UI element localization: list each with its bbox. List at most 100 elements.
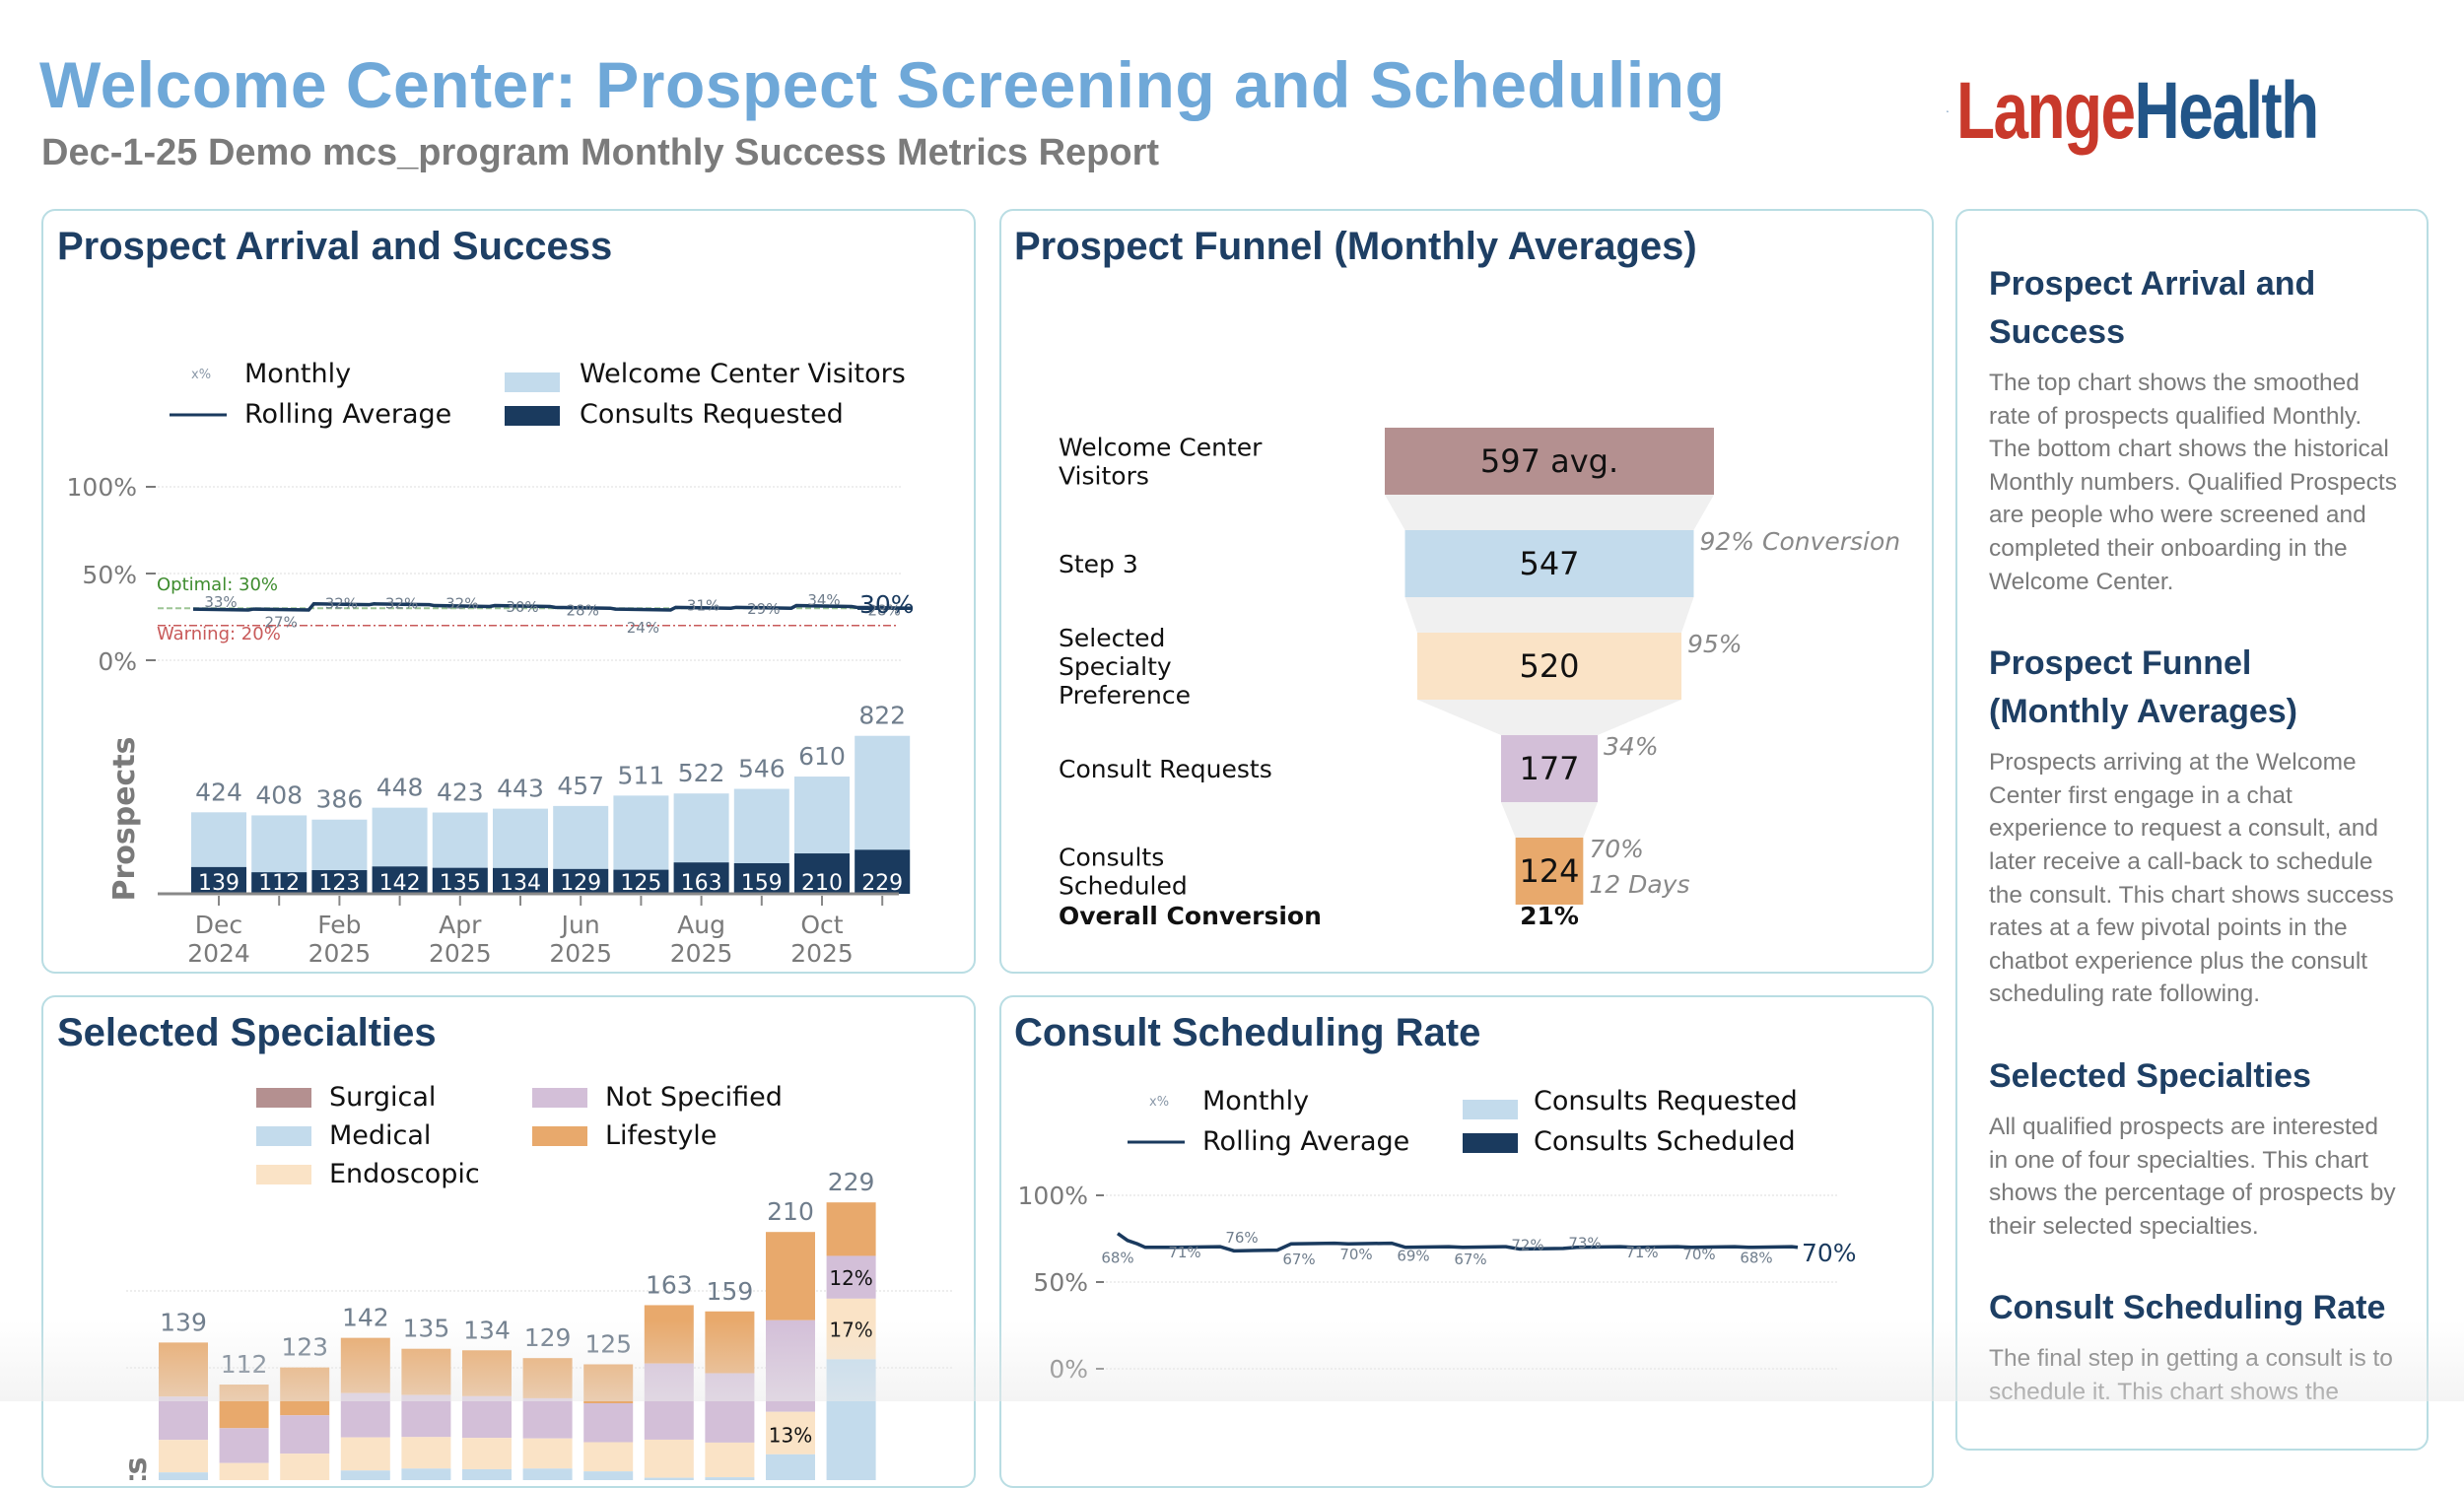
specialties-panel: Selected Specialties Surgical Not Specif… (41, 995, 976, 1488)
legend-lifestyle-swatch (532, 1126, 587, 1146)
monthly-rate-label: 32% (445, 595, 478, 613)
funnel-connector (1385, 495, 1714, 530)
x-tick-label-year: 2025 (308, 939, 372, 968)
x-tick-label-year: 2025 (670, 939, 733, 968)
legend-monthly-label: Monthly (1202, 1086, 1309, 1116)
monthly-rate-label: 28% (567, 602, 599, 620)
requested-bar (553, 868, 609, 894)
specialties-ylabel: Prospects (119, 1456, 154, 1480)
rate-final-label: 30% (859, 590, 915, 619)
arrival-chart: x% Monthly Rolling Average Welcome Cente… (67, 359, 915, 968)
lifestyle-segment (826, 1202, 876, 1256)
monthly-rate-label: 27% (265, 613, 298, 631)
arrival-bars: 424 139 408 112 386 123 448 142 423 135 443 134 457 1… (191, 702, 911, 896)
lifestyle-segment (644, 1305, 694, 1364)
x-tick-label-year: 2025 (429, 939, 492, 968)
monthly-rate-label: 34% (807, 591, 840, 609)
visitors-value-label: 610 (798, 742, 846, 771)
sched-final-label: 70% (1802, 1239, 1857, 1267)
not-specified-segment (644, 1363, 694, 1440)
warning-label: Warning: 20% (157, 624, 281, 644)
lifestyle-segment (159, 1342, 208, 1397)
rolling-average-line (1116, 1232, 1799, 1253)
endoscopic-segment (705, 1442, 755, 1478)
requested-value-label: 135 (440, 871, 481, 896)
medical-segment (644, 1477, 694, 1480)
sched-ytick-0: 0% (1049, 1355, 1088, 1384)
funnel-conversion-rate: 92% Conversion (1699, 527, 1900, 556)
funnel-days-label: 12 Days (1589, 870, 1689, 899)
x-tick-label-month: Jun (560, 911, 600, 939)
not-specified-segment (401, 1394, 451, 1438)
monthly-rate-label: 28% (868, 602, 901, 620)
not-specified-segment (522, 1397, 573, 1439)
funnel-stage-label: Consult Requests (1059, 755, 1272, 783)
requested-value-label: 134 (500, 871, 541, 896)
sidebar-text-scheduling: The final step in getting a consult is t… (1989, 1345, 2393, 1405)
x-tick-label-month: Feb (317, 911, 361, 939)
requested-value-label: 139 (198, 871, 240, 896)
medical-segment (522, 1468, 573, 1480)
specialty-total-label: 139 (160, 1308, 207, 1336)
requested-bar (311, 870, 368, 894)
endoscopic-segment (159, 1440, 208, 1473)
funnel-stage-label: Preference (1059, 681, 1191, 710)
specialty-total-label: 135 (403, 1315, 450, 1343)
requested-value-label: 163 (681, 871, 722, 896)
overall-conversion-label: Overall Conversion (1059, 902, 1322, 930)
funnel-stage-bar (1416, 633, 1682, 700)
specialty-total-label: 129 (524, 1323, 572, 1352)
lifestyle-segment (705, 1311, 755, 1374)
specialties-legend: Surgical Not Specified Medical Lifestyle… (256, 1082, 783, 1189)
medical-segment (705, 1477, 755, 1480)
scheduling-legend: x% Monthly Rolling Average Consults Requ… (1128, 1086, 1798, 1157)
requested-value-label: 142 (379, 871, 421, 896)
monthly-rate-label: 70% (1339, 1246, 1372, 1263)
monthly-rate-label: 71% (1625, 1244, 1658, 1261)
endoscopic-segment (340, 1437, 390, 1471)
sidebar-heading-scheduling: Consult Scheduling Rate (1989, 1289, 2386, 1327)
lifestyle-segment (280, 1367, 330, 1416)
scheduling-panel: Consult Scheduling Rate x% Monthly Rolli… (999, 995, 1934, 1488)
requested-value-label: 125 (620, 871, 661, 896)
requested-bar (372, 866, 428, 894)
funnel-stage-label: Scheduled (1059, 872, 1188, 901)
requested-value-label: 123 (318, 871, 360, 896)
funnel-stage-label: Specialty (1059, 652, 1172, 681)
funnel-stage-label: Visitors (1059, 462, 1149, 491)
not-specified-segment (766, 1319, 815, 1412)
legend-visitors-swatch (505, 372, 560, 392)
scheduling-panel-title: Consult Scheduling Rate (1014, 1011, 1481, 1054)
legend-medical-label: Medical (329, 1120, 431, 1151)
x-tick-label-month: Oct (800, 911, 843, 939)
monthly-rate-label: 68% (1101, 1249, 1133, 1266)
monthly-rate-label: 67% (1454, 1251, 1486, 1268)
specialty-total-label: 142 (342, 1304, 389, 1332)
funnel-stage-bar (1515, 838, 1584, 905)
x-tick-label-year: 2025 (549, 939, 612, 968)
medical-segment (401, 1468, 451, 1480)
monthly-rate-label: 72% (1511, 1236, 1543, 1253)
requested-bar (493, 867, 548, 894)
specialties-chart: Surgical Not Specified Medical Lifestyle… (119, 1082, 952, 1480)
sidebar-heading-funnel: Prospect Funnel (Monthly Averages) (1989, 644, 2297, 731)
legend-scheduled-label: Consults Scheduled (1534, 1126, 1796, 1157)
medical-segment (340, 1470, 390, 1480)
requested-bar (733, 862, 789, 894)
medical-segment (159, 1472, 208, 1480)
funnel-conversion-rate: 70% (1589, 835, 1644, 863)
monthly-rate-label: 71% (1168, 1244, 1200, 1261)
not-specified-segment (340, 1392, 390, 1438)
legend-lifestyle-label: Lifestyle (605, 1120, 717, 1151)
legend-requested-label: Consults Requested (1534, 1086, 1798, 1116)
visitors-value-label: 522 (678, 759, 725, 787)
segment-percent-label: 12% (829, 1266, 872, 1290)
page-subtitle: Dec-1-25 Demo mcs_program Monthly Succes… (41, 132, 1160, 173)
visitors-value-label: 546 (738, 755, 786, 783)
requested-value-label: 229 (861, 871, 903, 896)
sidebar-text-specialties: All qualified prospects are interested i… (1989, 1113, 2396, 1240)
lifestyle-segment (401, 1348, 451, 1395)
triangle-swirl-logo-icon (1947, 110, 1949, 112)
